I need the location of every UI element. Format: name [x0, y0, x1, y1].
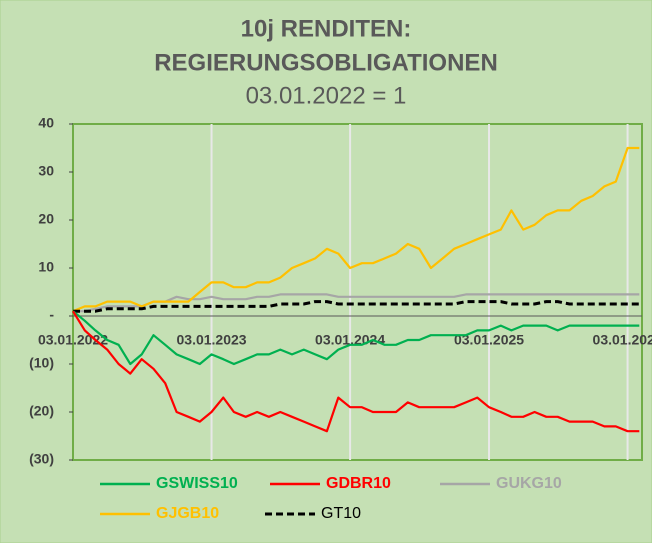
y-tick-label: 10	[38, 259, 54, 275]
x-tick-label: 03.01.2024	[315, 332, 385, 348]
y-tick-label: (20)	[29, 403, 54, 419]
x-tick-label: 03.01.2026	[593, 332, 652, 348]
x-tick-label: 03.01.2023	[177, 332, 247, 348]
series-line	[73, 300, 640, 313]
x-tick-label: 03.01.2025	[454, 332, 524, 348]
series-line	[72, 310, 640, 433]
series-line	[72, 146, 640, 313]
legend-label: GDBR10	[326, 475, 391, 492]
x-tick-label: 03.01.2022	[38, 332, 108, 348]
legend-label: GT10	[321, 505, 361, 522]
chart-title: REGIERUNGSOBLIGATIONEN	[154, 49, 498, 76]
y-tick-label: -	[49, 307, 54, 323]
y-tick-label: 30	[38, 163, 54, 179]
y-tick-label: (30)	[29, 451, 54, 467]
legend-label: GSWISS10	[156, 475, 238, 492]
chart-subtitle: 03.01.2022 = 1	[246, 82, 407, 109]
chart-title: 10j RENDITEN:	[241, 15, 412, 42]
y-tick-label: 20	[38, 211, 54, 227]
legend-label: GJGB10	[156, 505, 219, 522]
y-tick-label: 40	[38, 115, 54, 131]
plot-area	[72, 123, 643, 461]
series-line	[72, 310, 640, 366]
legend-label: GUKG10	[496, 475, 562, 492]
y-tick-label: (10)	[29, 355, 54, 371]
